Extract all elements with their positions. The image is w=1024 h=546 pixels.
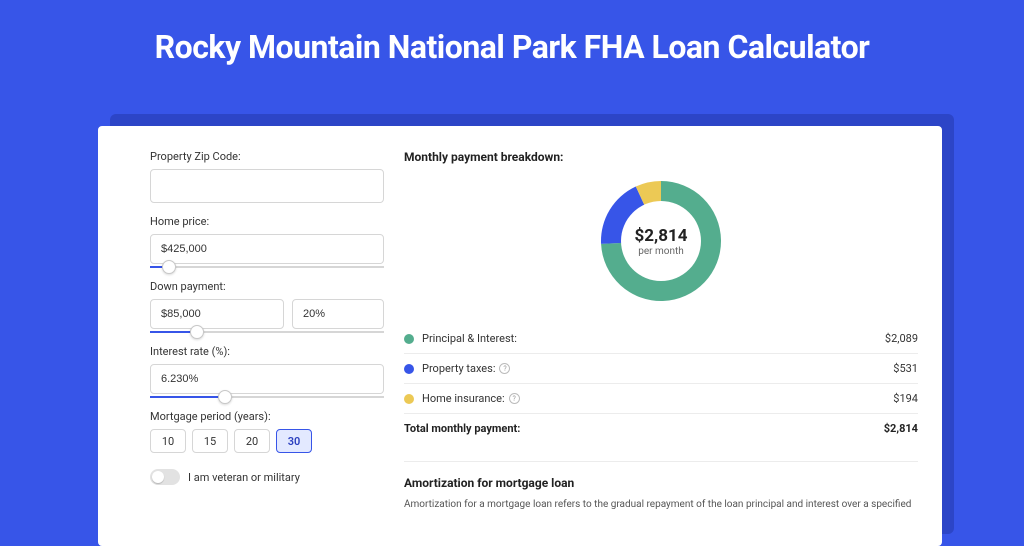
breakdown-label-total: Total monthly payment: <box>404 422 884 435</box>
veteran-toggle-label: I am veteran or military <box>188 471 300 484</box>
form-panel: Property Zip Code: Home price: Down paym… <box>122 150 404 546</box>
info-icon[interactable]: ? <box>509 393 520 404</box>
down-payment-amount-input[interactable] <box>150 299 284 329</box>
mortgage-period-options: 10 15 20 30 <box>150 429 384 453</box>
amortization-section: Amortization for mortgage loan Amortizat… <box>404 461 918 512</box>
veteran-toggle[interactable] <box>150 469 180 485</box>
breakdown-label-insurance: Home insurance: ? <box>422 392 893 405</box>
breakdown-dot-insurance <box>404 394 414 404</box>
down-payment-label: Down payment: <box>150 280 384 293</box>
breakdown-row-insurance: Home insurance: ? $194 <box>404 384 918 414</box>
interest-rate-slider[interactable] <box>150 396 384 398</box>
breakdown-dot-pi <box>404 334 414 344</box>
breakdown-label-taxes-text: Property taxes: <box>422 362 495 375</box>
breakdown-row-total: Total monthly payment: $2,814 <box>404 414 918 443</box>
interest-rate-group: Interest rate (%): <box>150 345 384 398</box>
breakdown-list: Principal & Interest: $2,089 Property ta… <box>404 324 918 443</box>
breakdown-title: Monthly payment breakdown: <box>404 150 918 164</box>
period-btn-30[interactable]: 30 <box>276 429 312 453</box>
down-payment-pct-input[interactable] <box>292 299 384 329</box>
breakdown-dot-taxes <box>404 364 414 374</box>
breakdown-value-total: $2,814 <box>884 422 918 435</box>
interest-rate-label: Interest rate (%): <box>150 345 384 358</box>
period-btn-10[interactable]: 10 <box>150 429 186 453</box>
veteran-toggle-row: I am veteran or military <box>150 469 384 485</box>
zip-label: Property Zip Code: <box>150 150 384 163</box>
zip-field-group: Property Zip Code: <box>150 150 384 203</box>
breakdown-label-pi: Principal & Interest: <box>422 332 885 345</box>
amortization-title: Amortization for mortgage loan <box>404 476 918 490</box>
breakdown-value-taxes: $531 <box>893 362 918 375</box>
down-payment-slider-thumb[interactable] <box>190 325 204 339</box>
period-btn-15[interactable]: 15 <box>192 429 228 453</box>
breakdown-row-pi: Principal & Interest: $2,089 <box>404 324 918 354</box>
breakdown-panel: Monthly payment breakdown: $2,814 per mo… <box>404 150 918 546</box>
home-price-input[interactable] <box>150 234 384 264</box>
donut-sublabel: per month <box>638 246 684 257</box>
mortgage-period-group: Mortgage period (years): 10 15 20 30 <box>150 410 384 453</box>
donut-center: $2,814 per month <box>596 176 726 306</box>
home-price-label: Home price: <box>150 215 384 228</box>
down-payment-group: Down payment: <box>150 280 384 333</box>
interest-rate-slider-fill <box>150 396 225 398</box>
home-price-group: Home price: <box>150 215 384 268</box>
mortgage-period-label: Mortgage period (years): <box>150 410 384 423</box>
breakdown-value-pi: $2,089 <box>885 332 918 345</box>
period-btn-20[interactable]: 20 <box>234 429 270 453</box>
veteran-toggle-knob <box>152 471 164 483</box>
home-price-slider[interactable] <box>150 266 384 268</box>
home-price-slider-thumb[interactable] <box>162 260 176 274</box>
breakdown-row-taxes: Property taxes: ? $531 <box>404 354 918 384</box>
interest-rate-input[interactable] <box>150 364 384 394</box>
interest-rate-slider-thumb[interactable] <box>218 390 232 404</box>
breakdown-value-insurance: $194 <box>893 392 918 405</box>
amortization-text: Amortization for a mortgage loan refers … <box>404 498 918 512</box>
down-payment-slider[interactable] <box>150 331 384 333</box>
donut-amount: $2,814 <box>635 226 688 246</box>
calculator-card: Property Zip Code: Home price: Down paym… <box>98 126 942 546</box>
info-icon[interactable]: ? <box>499 363 510 374</box>
breakdown-label-insurance-text: Home insurance: <box>422 392 505 405</box>
donut-chart: $2,814 per month <box>596 176 726 306</box>
breakdown-label-taxes: Property taxes: ? <box>422 362 893 375</box>
donut-chart-container: $2,814 per month <box>404 176 918 306</box>
breakdown-label-pi-text: Principal & Interest: <box>422 332 517 345</box>
page-title: Rocky Mountain National Park FHA Loan Ca… <box>0 0 1024 86</box>
zip-input[interactable] <box>150 169 384 203</box>
